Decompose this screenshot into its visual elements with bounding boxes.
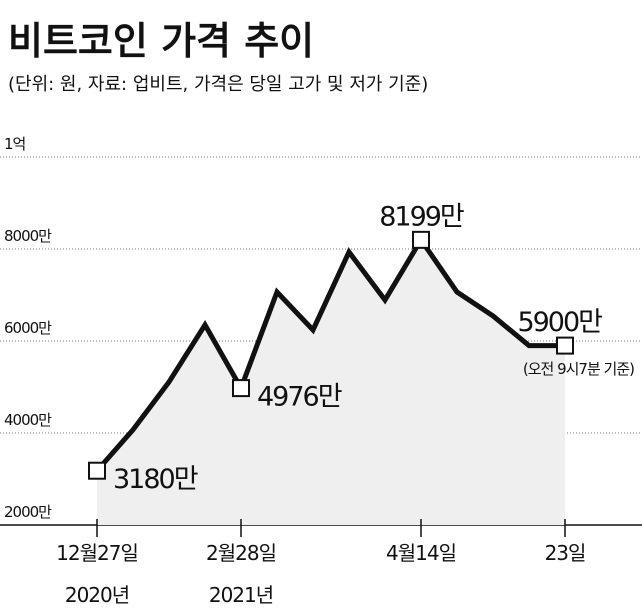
x-tick-sublabel: 2020년 [65,583,129,607]
x-tick-label: 2월28일 [206,541,276,565]
value-label: 3180만 [113,464,198,495]
value-label: 4976만 [257,382,342,413]
y-tick-label: 6000만 [4,319,52,337]
point-marker [412,230,430,249]
point-marker [88,461,106,480]
line [95,235,565,473]
y-tick-label: 8000만 [4,227,52,245]
chart-subtitle: (단위: 원, 자료: 업비트, 가격은 당일 고가 및 저가 기준) [8,74,428,95]
point-marker [232,379,250,398]
point-marker [556,336,574,355]
y-tick-label: 2000만 [4,503,52,521]
x-tick-label: 12월27일 [56,541,138,565]
y-tick-label: 1억 [4,135,25,153]
value-label: 8199만 [379,201,464,232]
value-label: 5900만 [517,307,602,338]
y-tick-label: 4000만 [4,411,52,429]
chart-title: 비트코인 가격 추이 [8,19,314,63]
x-tick-label: 23일 [545,541,586,565]
area [97,239,565,525]
x-tick-label: 4월14일 [386,541,456,565]
x-tick-sublabel: 2021년 [209,583,273,607]
annotation: (오전 9시7분 기준) [523,360,634,378]
